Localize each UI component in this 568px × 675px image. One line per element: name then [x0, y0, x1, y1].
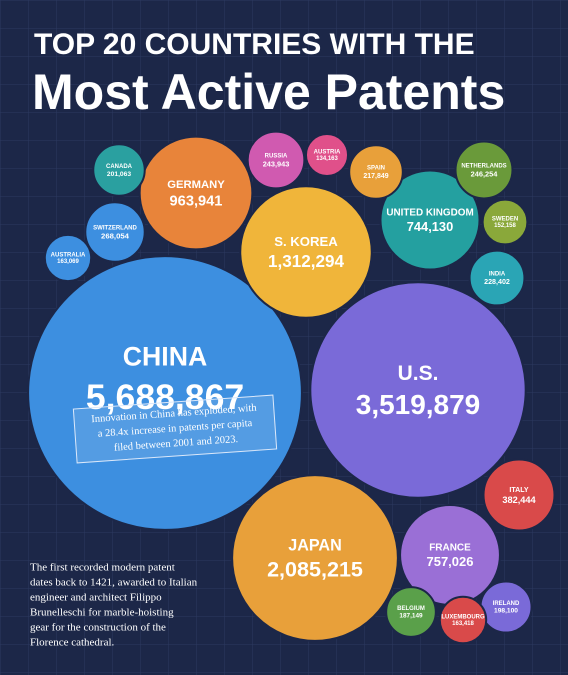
bubble-value: 201,063 [107, 171, 131, 178]
footnote: Brunelleschi for marble-hoisting [30, 607, 174, 619]
bubble-value: 268,054 [101, 232, 130, 241]
bubble-value: 217,849 [363, 173, 388, 180]
bubble [385, 586, 437, 638]
bubble [348, 144, 404, 200]
bubble [438, 595, 488, 645]
bubble [231, 474, 399, 642]
bubble-value: 963,941 [170, 194, 223, 210]
bubble [43, 233, 93, 283]
bubble-label: AUSTRALIA [51, 252, 86, 258]
bubble-label: S. KOREA [274, 234, 338, 249]
footnote: engineer and architect Filippo [30, 592, 162, 604]
bubble [481, 198, 529, 246]
chart-subtitle: Most Active Patents [32, 64, 505, 120]
bubble [84, 201, 146, 263]
bubble [246, 130, 306, 190]
bubble-label: SWITZERLAND [93, 225, 137, 231]
bubble-label: SWEDEN [492, 216, 518, 222]
footnote: dates back to 1421, awarded to Italian [30, 577, 198, 589]
bubble [138, 135, 254, 251]
bubble-value: 187,149 [399, 613, 423, 620]
bubble-value: 243,943 [263, 159, 290, 168]
chart-title: TOP 20 COUNTRIES WITH THE [34, 28, 475, 61]
bubbles: CHINA 5,688,867 U.S. 3,519,879 JAPAN 2,085,21… [27, 130, 556, 645]
bubble [309, 281, 527, 499]
bubble-value: 152,158 [494, 223, 516, 229]
bubble-label: UNITED KINGDOM [386, 208, 473, 219]
bubble-label: IRELAND [493, 601, 520, 607]
bubble-label: U.S. [398, 362, 439, 385]
bubble-value: 198,100 [494, 608, 518, 615]
bubble-label: NETHERLANDS [461, 164, 506, 170]
bubble-value: 5,688,867 [86, 377, 244, 417]
bubble-label: AUSTRIA [314, 149, 341, 155]
bubble-label: SPAIN [367, 166, 385, 172]
bubble-value: 3,519,879 [356, 389, 481, 420]
bubble-value: 163,069 [57, 259, 79, 265]
bubble [454, 140, 514, 200]
footnote: Florence cathedral. [30, 637, 115, 649]
bubble-label: RUSSIA [265, 154, 288, 160]
bubble-value: 163,418 [452, 621, 474, 627]
bubble-value: 246,254 [471, 169, 499, 178]
bubble-value: 134,163 [316, 156, 338, 162]
notes: Innovation in China has exploded, witha … [30, 394, 278, 649]
bubble-value: 744,130 [407, 219, 453, 234]
footnote: gear for the construction of the [30, 622, 166, 634]
footnote: The first recorded modern patent [30, 562, 175, 574]
bubble-label: BELGIUM [397, 606, 425, 612]
bubble [468, 249, 526, 307]
bubble-value: 757,026 [427, 554, 474, 569]
bubble-value: 228,402 [484, 278, 510, 286]
bubble-label: FRANCE [429, 542, 471, 553]
bubble [304, 132, 350, 178]
bubble [92, 143, 146, 197]
bubble-label: JAPAN [288, 536, 342, 554]
bubble [379, 169, 481, 271]
bubble-value: 2,085,215 [267, 557, 363, 582]
bubble-label: ITALY [509, 486, 529, 494]
bubble [482, 458, 556, 532]
bubble-label: GERMANY [167, 179, 225, 191]
bubble [239, 185, 373, 319]
bubble-value: 1,312,294 [268, 252, 344, 271]
bubble-label: INDIA [489, 272, 506, 278]
note-box [72, 394, 278, 464]
bubble-label: CANADA [106, 164, 133, 170]
bubble-label: LUXEMBOURG [441, 614, 485, 620]
bubble-value: 382,444 [502, 495, 536, 505]
bubble-label: CHINA [123, 341, 208, 371]
